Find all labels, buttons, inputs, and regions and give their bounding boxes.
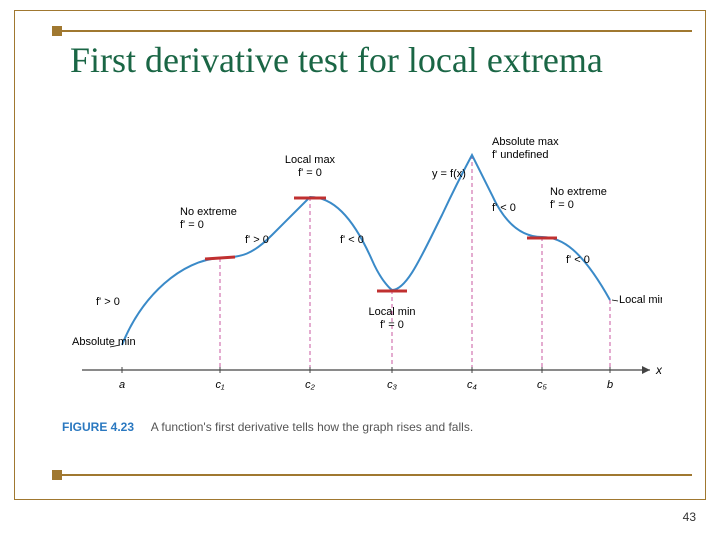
derivative-diagram: xac₁c₂c₃c₄c₅bNo extremef' = 0Local maxf'… bbox=[62, 135, 662, 415]
svg-text:x: x bbox=[655, 363, 662, 377]
svg-text:c₃: c₃ bbox=[387, 379, 398, 391]
svg-text:f' undefined: f' undefined bbox=[492, 149, 549, 161]
svg-text:f' < 0: f' < 0 bbox=[566, 254, 590, 266]
svg-text:f' < 0: f' < 0 bbox=[492, 202, 516, 214]
svg-text:f' = 0: f' = 0 bbox=[550, 199, 574, 211]
svg-text:Local min: Local min bbox=[619, 294, 662, 306]
svg-text:a: a bbox=[119, 379, 125, 391]
svg-text:Absolute max: Absolute max bbox=[492, 136, 559, 148]
svg-text:f' = 0: f' = 0 bbox=[298, 167, 322, 179]
svg-text:c₂: c₂ bbox=[305, 379, 316, 391]
svg-text:f' > 0: f' > 0 bbox=[96, 296, 120, 308]
figure-label: FIGURE 4.23 bbox=[62, 420, 134, 434]
svg-text:c₅: c₅ bbox=[537, 379, 548, 391]
svg-text:c₁: c₁ bbox=[216, 379, 226, 391]
title-rule-bottom bbox=[62, 474, 692, 476]
figure-caption: FIGURE 4.23 A function's first derivativ… bbox=[62, 420, 473, 434]
svg-text:No extreme: No extreme bbox=[550, 186, 607, 198]
page-number: 43 bbox=[683, 510, 696, 524]
svg-text:b: b bbox=[607, 379, 613, 391]
svg-text:y = f(x): y = f(x) bbox=[432, 168, 466, 180]
slide-title: First derivative test for local extrema bbox=[70, 40, 603, 81]
svg-text:f' < 0: f' < 0 bbox=[340, 234, 364, 246]
svg-text:f' = 0: f' = 0 bbox=[380, 319, 404, 331]
svg-text:Local min: Local min bbox=[368, 306, 415, 318]
title-rule-top bbox=[62, 30, 692, 32]
svg-text:c₄: c₄ bbox=[467, 379, 477, 391]
svg-text:Absolute min: Absolute min bbox=[72, 336, 136, 348]
decor-square-bottom bbox=[52, 470, 62, 480]
svg-text:Local max: Local max bbox=[285, 154, 336, 166]
figure-caption-text: A function's first derivative tells how … bbox=[151, 420, 473, 434]
svg-text:f' > 0: f' > 0 bbox=[245, 234, 269, 246]
decor-square-top bbox=[52, 26, 62, 36]
svg-text:No extreme: No extreme bbox=[180, 206, 237, 218]
svg-text:f' = 0: f' = 0 bbox=[180, 219, 204, 231]
